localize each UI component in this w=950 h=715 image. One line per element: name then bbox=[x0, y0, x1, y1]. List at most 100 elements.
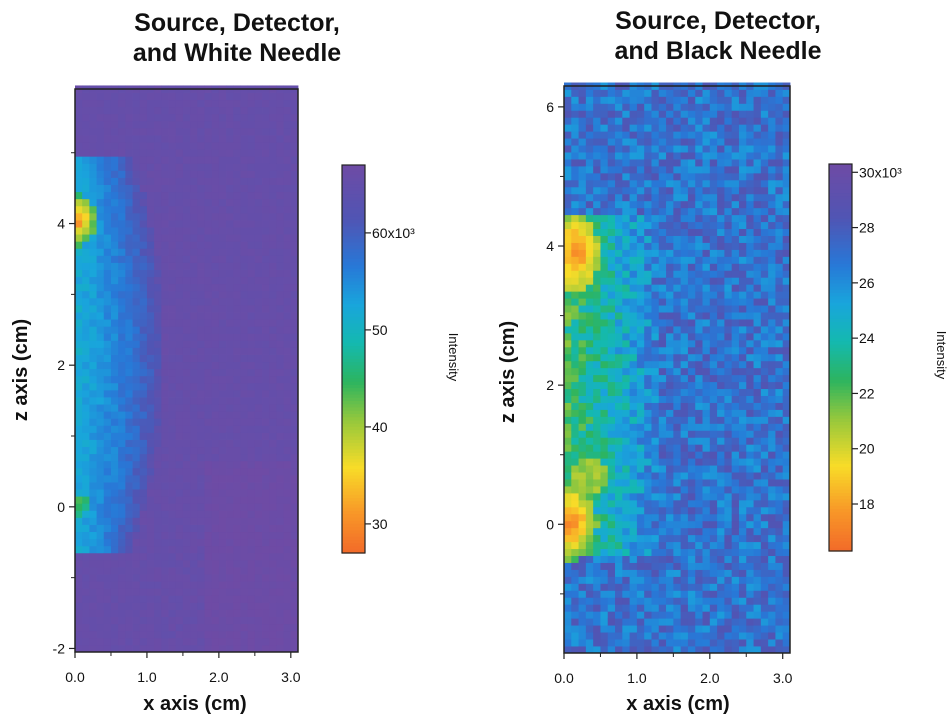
heatmap-cell bbox=[644, 138, 652, 146]
heatmap-cell bbox=[168, 482, 177, 490]
heatmap-cell bbox=[578, 172, 587, 181]
heatmap-cell bbox=[262, 326, 270, 334]
heatmap-cell bbox=[262, 418, 270, 426]
heatmap-cell bbox=[753, 305, 762, 313]
heatmap-cell bbox=[125, 142, 133, 150]
heatmap-cell bbox=[269, 347, 277, 355]
heatmap-cell bbox=[254, 595, 263, 603]
heatmap-cell bbox=[118, 184, 126, 193]
heatmap-cell bbox=[125, 220, 133, 228]
heatmap-cell bbox=[702, 124, 711, 132]
heatmap-cell bbox=[118, 510, 126, 518]
heatmap-cell bbox=[746, 200, 754, 209]
heatmap-cell bbox=[564, 465, 572, 473]
heatmap-cell bbox=[724, 159, 733, 167]
heatmap-cell bbox=[651, 89, 660, 97]
heatmap-cell bbox=[96, 319, 105, 327]
heatmap-cell bbox=[564, 131, 572, 139]
heatmap-cell bbox=[658, 339, 667, 348]
heatmap-cell bbox=[240, 446, 249, 455]
heatmap-cell bbox=[651, 277, 660, 285]
heatmap-cell bbox=[680, 200, 689, 209]
heatmap-cell bbox=[132, 588, 141, 596]
heatmap-cell bbox=[658, 430, 667, 438]
colorbar-segment bbox=[342, 355, 365, 360]
heatmap-cell bbox=[154, 609, 162, 617]
heatmap-cell bbox=[622, 110, 631, 118]
heatmap-cell bbox=[724, 277, 733, 285]
heatmap-cell bbox=[658, 110, 667, 118]
heatmap-cell bbox=[753, 465, 762, 473]
heatmap-cell bbox=[593, 256, 601, 264]
heatmap-cell bbox=[753, 89, 762, 97]
heatmap-cell bbox=[182, 269, 191, 278]
heatmap-cell bbox=[564, 159, 572, 167]
heatmap-cell bbox=[182, 142, 191, 150]
heatmap-cell bbox=[564, 604, 572, 612]
heatmap-cell bbox=[651, 179, 660, 188]
heatmap-cell bbox=[197, 559, 205, 568]
heatmap-cell bbox=[96, 623, 105, 632]
heatmap-cell bbox=[687, 611, 696, 619]
heatmap-cell bbox=[709, 298, 718, 306]
colorbar-segment bbox=[342, 216, 365, 221]
heatmap-cell bbox=[276, 248, 285, 256]
heatmap-cell bbox=[644, 472, 652, 480]
heatmap-cell bbox=[75, 411, 83, 419]
heatmap-cell bbox=[600, 583, 609, 591]
heatmap-cell bbox=[615, 172, 623, 181]
heatmap-cell bbox=[571, 319, 579, 327]
heatmap-cell bbox=[168, 588, 177, 596]
heatmap-cell bbox=[75, 135, 83, 143]
heatmap-cell bbox=[717, 506, 725, 515]
heatmap-cell bbox=[262, 389, 270, 398]
heatmap-cell bbox=[283, 220, 292, 228]
heatmap-cell bbox=[622, 583, 631, 591]
heatmap-cell bbox=[746, 270, 754, 278]
heatmap-cell bbox=[687, 263, 696, 271]
heatmap-cell bbox=[673, 172, 682, 181]
heatmap-cell bbox=[717, 604, 725, 612]
heatmap-cell bbox=[695, 332, 703, 341]
heatmap-cell bbox=[197, 297, 205, 306]
heatmap-cell bbox=[760, 458, 769, 466]
heatmap-cell bbox=[233, 333, 241, 341]
heatmap-cell bbox=[695, 159, 703, 167]
heatmap-cell bbox=[254, 191, 263, 200]
heatmap-cell bbox=[118, 368, 126, 377]
heatmap-cell bbox=[593, 402, 601, 410]
heatmap-cell bbox=[622, 646, 631, 654]
heatmap-cell bbox=[290, 382, 299, 391]
heatmap-cell bbox=[724, 479, 733, 487]
heatmap-cell bbox=[82, 227, 90, 235]
heatmap-cell bbox=[175, 382, 184, 391]
heatmap-cell bbox=[154, 602, 162, 610]
heatmap-cell bbox=[276, 644, 285, 653]
heatmap-cell bbox=[125, 241, 133, 249]
heatmap-cell bbox=[161, 170, 169, 178]
heatmap-cell bbox=[629, 458, 638, 466]
heatmap-cell bbox=[709, 193, 718, 202]
colorbar-segment bbox=[342, 297, 365, 302]
heatmap-cell bbox=[262, 644, 270, 653]
heatmap-cell bbox=[247, 368, 256, 377]
heatmap-cell bbox=[89, 382, 97, 391]
heatmap-cell bbox=[204, 552, 213, 561]
heatmap-cell bbox=[82, 567, 90, 575]
heatmap-cell bbox=[154, 474, 162, 483]
heatmap-cell bbox=[564, 395, 572, 403]
heatmap-cell bbox=[161, 446, 169, 455]
heatmap-cell bbox=[607, 235, 616, 243]
heatmap-cell bbox=[724, 506, 733, 515]
heatmap-cell bbox=[269, 319, 277, 327]
heatmap-cell bbox=[709, 277, 718, 285]
heatmap-cell bbox=[211, 531, 220, 540]
heatmap-cell bbox=[571, 221, 579, 230]
colorbar-segment bbox=[342, 262, 365, 266]
heatmap-cell bbox=[680, 548, 689, 556]
heatmap-cell bbox=[687, 193, 696, 202]
colorbar-segment bbox=[342, 540, 365, 544]
heatmap-cell bbox=[247, 496, 256, 504]
heatmap-cell bbox=[204, 340, 213, 348]
heatmap-cell bbox=[154, 113, 162, 122]
